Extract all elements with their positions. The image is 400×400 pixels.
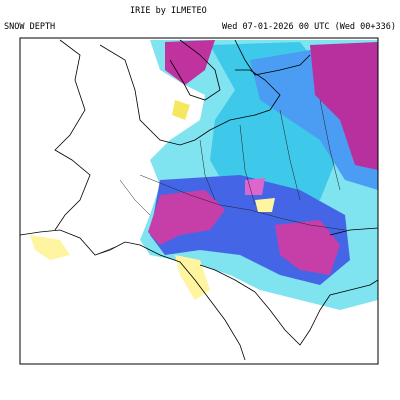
coastline [54,39,91,231]
snow-max [165,40,215,85]
snow-max [275,220,340,275]
brand-title: IRIE by ILMETEO [130,6,207,16]
coastline [19,229,246,361]
snow-trace [172,100,190,120]
field-title: SNOW DEPTH [4,22,55,32]
map-area [19,37,379,365]
coastline [234,39,311,76]
coastline [99,44,281,146]
valid-time: Wed 07-01-2026 00 UTC (Wed 00+336) [222,22,396,32]
snow-max [148,190,225,245]
country-border [94,179,151,256]
snow-max [245,178,265,195]
snow-max [310,42,378,170]
country-border [139,174,346,231]
snow-trace [30,235,70,260]
snow-trace [255,198,275,212]
coastline [329,227,379,236]
coastline [169,39,221,101]
country-border [199,99,341,206]
coastline [199,264,379,346]
map-frame [19,37,379,365]
